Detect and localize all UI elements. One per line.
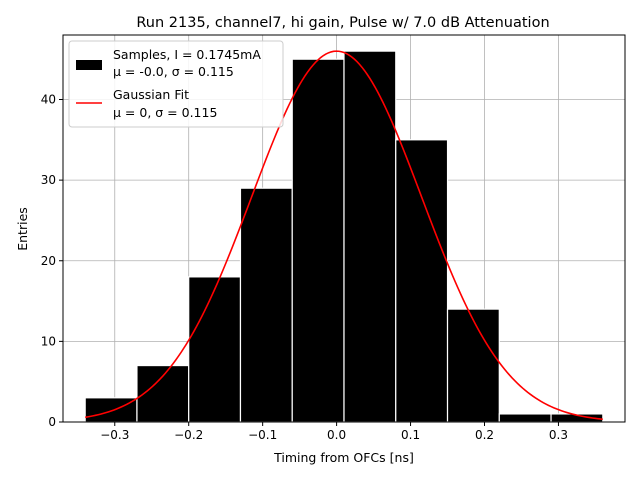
x-tick-label: 0.2 — [475, 428, 494, 442]
plot-frame — [62, 34, 626, 423]
x-axis-ticks: −0.3 −0.2 −0.1 0.0 0.1 0.2 0.3 — [100, 422, 568, 442]
legend-fit-label-2: μ = 0, σ = 0.115 — [113, 105, 217, 120]
histogram-bar — [395, 139, 449, 423]
histogram-bar — [239, 187, 293, 423]
histogram-bar — [291, 58, 345, 423]
x-tick-label: −0.2 — [174, 428, 203, 442]
y-axis-label: Entries — [15, 207, 30, 251]
x-tick-label: 0.0 — [327, 428, 346, 442]
legend-hist-label-1: Samples, I = 0.1745mA — [113, 47, 261, 62]
y-axis-ticks: 0 10 20 30 40 — [41, 93, 63, 429]
legend-hist-label-2: μ = -0.0, σ = 0.115 — [113, 64, 234, 79]
y-tick-label: 30 — [41, 173, 56, 187]
chart-title: Run 2135, channel7, hi gain, Pulse w/ 7.… — [136, 15, 549, 31]
legend-fit-label-1: Gaussian Fit — [113, 87, 189, 102]
histogram-bar — [188, 276, 242, 423]
x-tick-label: −0.3 — [100, 428, 129, 442]
x-tick-label: 0.3 — [549, 428, 568, 442]
x-tick-label: 0.1 — [401, 428, 420, 442]
legend: Samples, I = 0.1745mA μ = -0.0, σ = 0.11… — [68, 40, 284, 128]
histogram-bar — [343, 50, 397, 423]
legend-hist-swatch — [76, 60, 102, 70]
histogram-bar — [84, 397, 138, 423]
x-axis-label: Timing from OFCs [ns] — [273, 450, 414, 465]
histogram-bar — [446, 308, 500, 423]
histogram-bar — [498, 413, 552, 423]
y-tick-label: 40 — [41, 93, 56, 107]
y-tick-label: 20 — [41, 254, 56, 268]
legend-box — [68, 40, 284, 128]
y-tick-label: 0 — [48, 415, 56, 429]
x-tick-label: −0.1 — [248, 428, 277, 442]
gaussian-fit-line — [85, 50, 603, 421]
y-tick-label: 10 — [41, 334, 56, 348]
fit-curve-layer — [85, 50, 603, 421]
